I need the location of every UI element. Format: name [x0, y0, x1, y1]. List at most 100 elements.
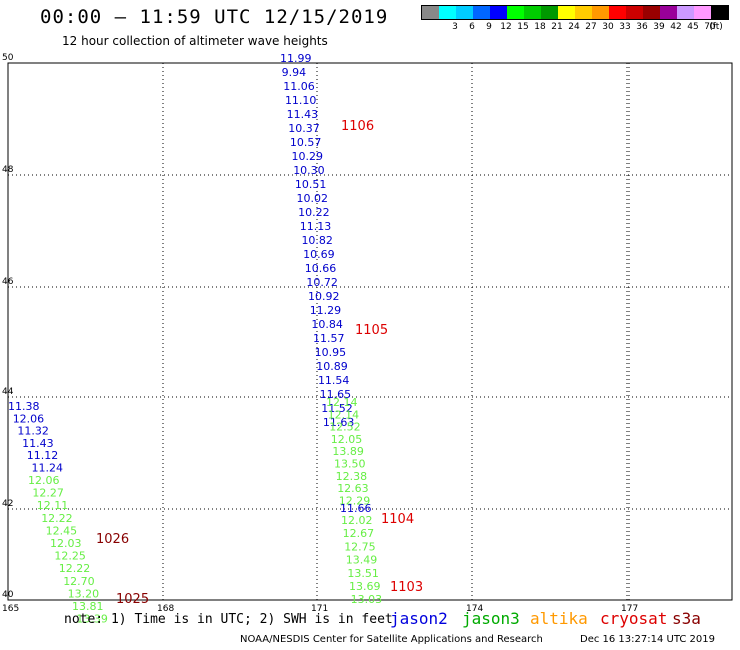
legend-label: 42 — [670, 22, 682, 32]
swh-value-label: 12.06 — [28, 474, 60, 487]
swh-value-label: 11.10 — [285, 94, 317, 107]
swh-value-label: 10.72 — [306, 276, 338, 289]
legend-swatch — [626, 6, 643, 19]
swh-value-label: 12.06 — [13, 412, 45, 425]
swh-value-label: 12.05 — [331, 433, 363, 446]
legend-label: 39 — [653, 22, 665, 32]
pass-time-label: 1103 — [390, 580, 423, 595]
legend-label: 21 — [551, 22, 563, 32]
swh-value-label: 10.57 — [290, 136, 322, 149]
legend-swatch — [490, 6, 507, 19]
legend-labels: 3 6 9 12 15 18 21 24 27 30 33 36 39 42 45 70 (ft) — [421, 22, 729, 34]
swh-value-label: 10.66 — [305, 262, 337, 275]
satellite-label-altika: altika — [530, 609, 588, 628]
chart-subtitle: 12 hour collection of altimeter wave hei… — [62, 34, 328, 48]
credit-text: NOAA/NESDIS Center for Satellite Applica… — [240, 634, 543, 645]
swh-value-label: 11.13 — [300, 220, 332, 233]
swh-value-label: 13.89 — [332, 445, 364, 458]
lon-tick-label: 168 — [157, 604, 174, 614]
swh-value-label: 12.29 — [339, 494, 371, 507]
swh-value-label: 12.14 — [328, 408, 360, 421]
satellite-label-s3a: s3a — [672, 609, 701, 628]
legend-label: 45 — [687, 22, 699, 32]
lon-tick-label: 177 — [621, 604, 638, 614]
swh-value-label: 12.70 — [63, 575, 94, 588]
pass-time-label: 1106 — [341, 119, 374, 134]
lat-tick-label: 48 — [2, 165, 14, 175]
legend-unit: (ft) — [709, 22, 723, 32]
legend-label: 15 — [517, 22, 529, 32]
legend-label: 12 — [500, 22, 512, 32]
swh-value-label: 10.02 — [297, 192, 329, 205]
swh-value-label: 10.82 — [301, 234, 333, 247]
swh-value-label: 13.39 — [76, 613, 108, 626]
swh-value-label: 11.43 — [22, 437, 53, 450]
swh-value-label: 12.11 — [37, 499, 69, 512]
legend-swatch — [575, 6, 592, 19]
swh-value-label: 11.38 — [8, 400, 40, 413]
swh-value-label: 11.65 — [320, 388, 352, 401]
pass-time-label: 1025 — [116, 592, 149, 607]
swh-value-label: 10.92 — [308, 290, 340, 303]
legend-swatch — [473, 6, 490, 19]
map-frame — [7, 62, 733, 601]
swh-value-label: 11.54 — [318, 374, 350, 387]
swh-value-label: 10.69 — [303, 248, 335, 261]
legend-swatches — [421, 5, 729, 20]
swh-value-label: 11.32 — [17, 425, 49, 438]
swh-value-label: 13.81 — [72, 600, 104, 613]
lat-tick-label: 42 — [2, 499, 13, 509]
swh-value-label: 10.95 — [315, 346, 347, 359]
footer-note: note: 1) Time is in UTC; 2) SWH is in fe… — [64, 612, 393, 627]
color-legend: 3 6 9 12 15 18 21 24 27 30 33 36 39 42 45 70 (ft) — [421, 5, 729, 34]
swh-value-label: 10.29 — [292, 150, 324, 163]
swh-value-label: 12.22 — [59, 562, 91, 575]
swh-value-label: 13.50 — [334, 458, 366, 471]
lon-tick-label: 165 — [2, 604, 19, 614]
legend-swatch — [660, 6, 677, 19]
swh-value-label: 11.12 — [27, 449, 59, 462]
swh-value-label: 11.52 — [321, 402, 353, 415]
swh-value-label: 11.66 — [340, 502, 372, 515]
legend-swatch — [711, 6, 728, 19]
legend-swatch — [422, 6, 439, 19]
legend-swatch — [609, 6, 626, 19]
swh-value-label: 11.06 — [283, 80, 315, 93]
legend-swatch — [592, 6, 609, 19]
pass-time-label: 1026 — [96, 532, 129, 547]
pass-time-label: 1105 — [355, 323, 388, 338]
satellite-label-jason2: jason2 — [390, 609, 448, 628]
legend-label: 30 — [602, 22, 614, 32]
swh-value-label: 13.69 — [349, 580, 381, 593]
swh-value-label: 13.20 — [68, 587, 100, 600]
swh-value-label: 10.84 — [311, 318, 343, 331]
swh-value-label: 12.27 — [32, 487, 64, 500]
swh-value-label: 9.94 — [282, 66, 307, 79]
legend-swatch — [541, 6, 558, 19]
legend-label: 27 — [585, 22, 597, 32]
legend-swatch — [439, 6, 456, 19]
chart-title: 00:00 – 11:59 UTC 12/15/2019 — [40, 6, 389, 28]
legend-swatch — [524, 6, 541, 19]
lat-tick-label: 40 — [2, 590, 14, 600]
legend-label: 24 — [568, 22, 580, 32]
swh-value-label: 12.25 — [54, 550, 86, 563]
legend-label: 6 — [469, 22, 475, 32]
lon-tick-label: 174 — [466, 604, 483, 614]
swh-value-label: 13.03 — [351, 593, 383, 606]
swh-value-label: 11.63 — [323, 416, 355, 429]
swh-value-label: 11.43 — [287, 108, 319, 121]
swh-value-label: 12.38 — [336, 470, 368, 483]
pass-time-label: 1104 — [381, 512, 414, 527]
lat-tick-label: 50 — [2, 53, 14, 63]
swh-value-label: 10.30 — [293, 164, 325, 177]
lat-tick-label: 46 — [2, 277, 14, 287]
legend-swatch — [558, 6, 575, 19]
swh-value-label: 11.24 — [32, 462, 64, 475]
swh-value-label: 12.52 — [329, 421, 361, 434]
legend-label: 70 — [704, 22, 716, 32]
satellite-label-cryosat: cryosat — [600, 609, 668, 628]
legend-label: 9 — [486, 22, 492, 32]
legend-label: 3 — [452, 22, 458, 32]
